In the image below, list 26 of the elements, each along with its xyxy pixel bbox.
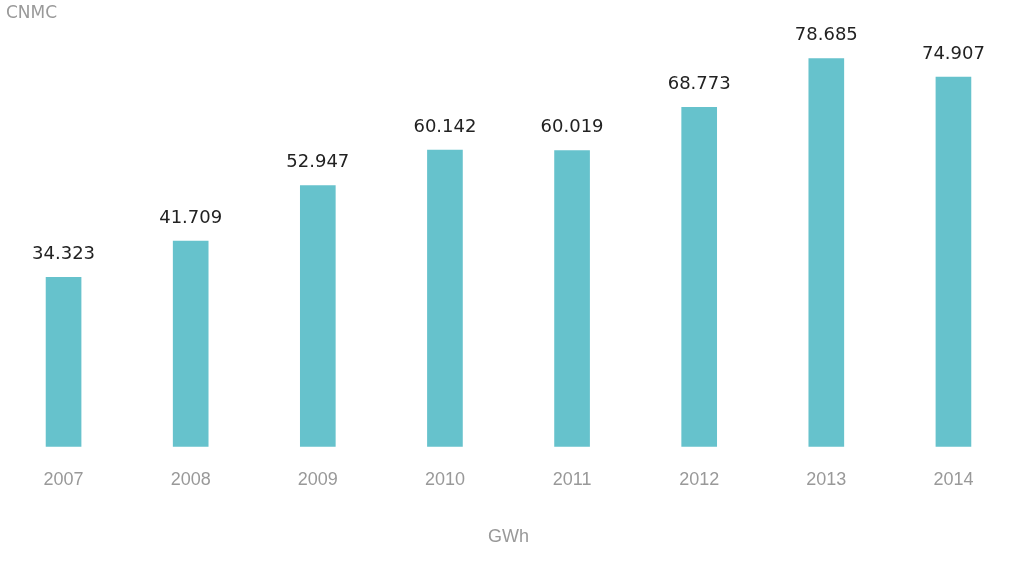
text: CNMC [6, 2, 58, 22]
data-label: 74.907 [921, 41, 985, 63]
bar [935, 76, 972, 447]
bar [299, 185, 336, 447]
bar [172, 240, 209, 447]
x-tick-label: 2014 [933, 468, 974, 489]
bar [681, 107, 718, 447]
data-label: 41.709 [159, 205, 223, 227]
x-tick-label: 2011 [552, 468, 592, 489]
x-tick-label: 2009 [297, 468, 338, 489]
x-axis-title: GWh [487, 526, 530, 547]
x-tick-label: 2010 [424, 468, 465, 489]
data-label: 52.947 [286, 150, 350, 172]
data-label: 68.773 [667, 72, 731, 94]
x-tick-label: 2008 [170, 468, 211, 489]
x-tick-label: 2013 [806, 468, 847, 489]
data-label: 34.323 [32, 242, 96, 264]
bar [427, 149, 463, 447]
bar [808, 58, 845, 447]
data-label: 60.142 [413, 114, 477, 136]
bar [554, 150, 590, 447]
x-tick-label: 2012 [679, 468, 720, 489]
data-label: 78.685 [794, 23, 858, 45]
data-label: 60.019 [540, 115, 604, 137]
x-tick-label: 2007 [43, 468, 84, 489]
bar [45, 277, 82, 447]
